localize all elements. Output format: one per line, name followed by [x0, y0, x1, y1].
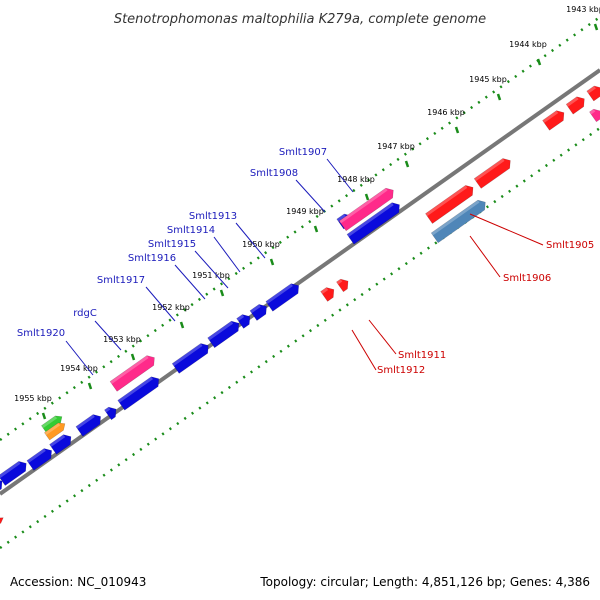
reverse-gene-arrow	[207, 320, 240, 349]
label-leader-line	[326, 158, 354, 193]
reverse-gene-label: rdgC	[73, 308, 97, 319]
steel-gene-arrow	[430, 199, 486, 244]
kbp-tick-label: 1955 kbp	[14, 394, 52, 403]
reverse-gene-label: Smlt1907	[279, 147, 327, 158]
kbp-tick-label: 1953 kbp	[103, 335, 141, 344]
kbp-tick-mark	[179, 321, 185, 329]
reverse-gene-arrow	[75, 414, 101, 437]
label-leader-line	[469, 235, 501, 278]
kbp-tick-label: 1949 kbp	[286, 207, 324, 216]
forward-gene-arrow	[0, 517, 4, 526]
kbp-tick-mark	[313, 225, 319, 233]
forward-gene-arrow	[542, 110, 565, 131]
reverse-gene-arrow	[171, 343, 209, 374]
kbp-tick-mark	[454, 126, 460, 134]
forward-gene-arrow	[336, 278, 349, 293]
label-leader-line	[351, 329, 377, 371]
kbp-tick-label: 1945 kbp	[469, 75, 507, 84]
reverse-gene-label: Smlt1920	[17, 328, 65, 339]
reverse-gene-arrow	[104, 406, 117, 421]
kbp-tick-mark	[536, 58, 542, 66]
kbp-tick-label: 1944 kbp	[509, 40, 547, 49]
kbp-tick-mark	[87, 382, 93, 390]
label-leader-line	[194, 250, 229, 289]
outer-tick-line	[0, 15, 600, 442]
forward-gene-arrow	[586, 85, 600, 102]
label-leader-line	[213, 236, 241, 273]
map-title: Stenotrophomonas maltophilia K279a, comp…	[114, 12, 486, 27]
kbp-tick-mark	[41, 412, 47, 420]
reverse-gene-label: Smlt1915	[148, 239, 196, 250]
kbp-tick-label: 1951 kbp	[192, 271, 230, 280]
forward-gene-arrow	[425, 185, 474, 224]
pink-gene-arrow	[589, 108, 600, 123]
forward-gene-arrow	[565, 96, 585, 115]
reverse-gene-label: Smlt1914	[167, 225, 215, 236]
kbp-tick-label: 1954 kbp	[60, 364, 98, 373]
reverse-gene-label: Smlt1917	[97, 275, 145, 286]
kbp-tick-mark	[496, 93, 502, 101]
reverse-gene-arrow	[0, 461, 27, 486]
kbp-tick-label: 1946 kbp	[427, 108, 465, 117]
label-leader-line	[235, 222, 266, 259]
kbp-tick-mark	[269, 258, 275, 266]
kbp-tick-label: 1947 kbp	[377, 142, 415, 151]
label-leader-line	[174, 264, 206, 300]
reverse-gene-arrow	[26, 448, 52, 471]
reverse-gene-arrow	[265, 283, 299, 312]
forward-gene-label: Smlt1912	[377, 365, 425, 376]
forward-gene-label: Smlt1911	[398, 350, 446, 361]
gene-label-group: Smlt1907 Smlt1908 Smlt1913 Smlt1914 Smlt1915…	[17, 147, 594, 376]
label-leader-line	[65, 340, 94, 376]
label-leader-line	[295, 179, 326, 213]
reverse-gene-arrow	[0, 478, 3, 493]
label-leader-line	[469, 213, 544, 246]
kbp-tick-label: 1943 kbp	[566, 5, 600, 14]
reverse-gene-arrow	[117, 376, 160, 411]
gene-group	[0, 85, 600, 526]
pink-gene-arrow	[338, 187, 394, 232]
reverse-gene-label: Smlt1916	[128, 253, 176, 264]
kbp-tick-mark	[364, 193, 370, 201]
label-leader-line	[145, 286, 176, 322]
accession-text: Accession: NC_010943	[10, 575, 147, 589]
kbp-tick-mark	[219, 289, 225, 297]
orange-gene-arrow	[44, 422, 66, 441]
label-leader-line	[94, 320, 122, 351]
topology-text: Topology: circular; Length: 4,851,126 bp…	[260, 575, 590, 589]
forward-gene-label: Smlt1905	[546, 240, 594, 251]
pink-gene-arrow	[109, 355, 155, 392]
kbp-tick-group: 1943 kbp 1944 kbp 1945 kbp 1946 kbp 1947 kbp…	[14, 5, 600, 420]
kbp-tick-label: 1950 kbp	[242, 240, 280, 249]
forward-gene-arrow	[473, 158, 511, 189]
reverse-gene-arrow	[236, 314, 251, 329]
kbp-tick-mark	[404, 160, 410, 168]
forward-gene-label: Smlt1906	[503, 273, 551, 284]
reverse-gene-label: Smlt1908	[250, 168, 298, 179]
reverse-gene-arrow	[346, 202, 400, 245]
kbp-tick-label: 1948 kbp	[337, 175, 375, 184]
reverse-gene-arrow	[249, 304, 267, 321]
kbp-tick-label: 1952 kbp	[152, 303, 190, 312]
reverse-gene-label: Smlt1913	[189, 211, 237, 222]
kbp-tick-mark	[593, 23, 599, 31]
inner-tick-line	[0, 126, 600, 550]
forward-gene-arrow	[320, 287, 335, 302]
kbp-tick-mark	[130, 353, 136, 361]
reverse-gene-arrow	[49, 434, 72, 455]
label-leader-line	[368, 319, 397, 355]
